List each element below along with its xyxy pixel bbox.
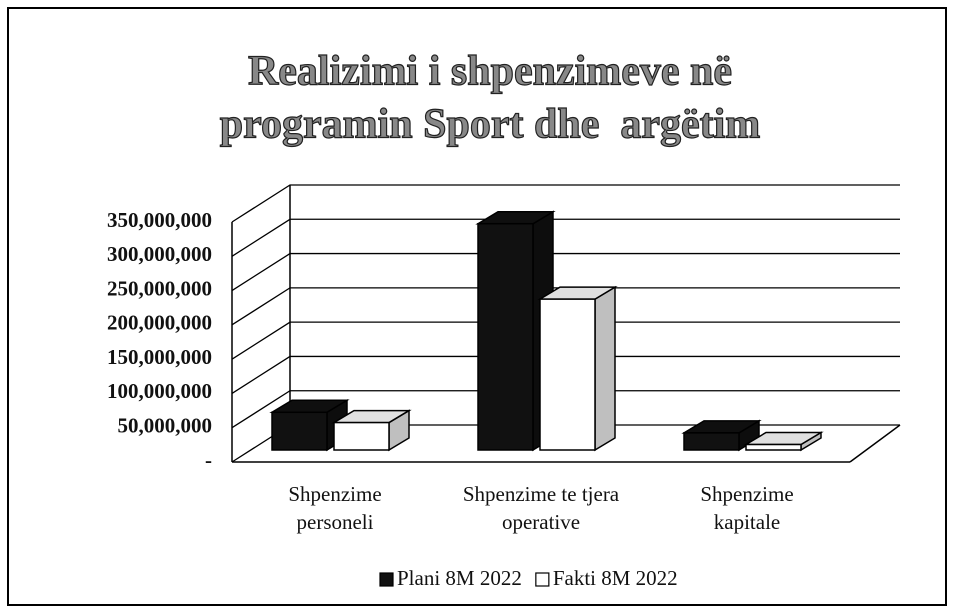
grid-line bbox=[231, 184, 900, 223]
grid-line bbox=[231, 355, 900, 394]
y-tick-label: 300,000,000 bbox=[107, 242, 212, 266]
y-tick-label: 50,000,000 bbox=[118, 414, 213, 438]
x-tick-label: Shpenzime bbox=[288, 482, 381, 506]
bar bbox=[333, 421, 390, 451]
bar bbox=[683, 432, 740, 451]
x-tick-label: operative bbox=[502, 510, 580, 534]
bar bbox=[477, 222, 534, 451]
x-tick-label: Shpenzime bbox=[700, 482, 793, 506]
bar-side bbox=[594, 285, 616, 452]
x-tick-label: Shpenzime te tjera bbox=[463, 482, 620, 506]
chart-title: Realizimi i shpenzimeve në bbox=[248, 49, 732, 95]
y-tick-label: - bbox=[205, 448, 212, 472]
bar bbox=[271, 411, 328, 451]
chart-title: programin Sport dhe argëtim bbox=[220, 102, 761, 148]
y-tick-label: 150,000,000 bbox=[107, 345, 212, 369]
x-tick-label: personeli bbox=[297, 510, 374, 534]
legend-label: Fakti 8M 2022 bbox=[553, 566, 678, 590]
grid-line bbox=[231, 287, 900, 326]
y-tick-label: 100,000,000 bbox=[107, 379, 212, 403]
legend-swatch bbox=[535, 572, 550, 587]
legend-swatch bbox=[379, 572, 394, 587]
bar bbox=[539, 298, 596, 451]
grid-line bbox=[231, 252, 900, 292]
y-tick-label: 200,000,000 bbox=[107, 311, 212, 335]
y-tick-label: 250,000,000 bbox=[107, 276, 212, 300]
y-tick-label: 350,000,000 bbox=[107, 208, 212, 232]
grid-line bbox=[231, 321, 900, 360]
frame bbox=[7, 7, 947, 606]
grid-line bbox=[231, 390, 900, 429]
floor-edge bbox=[849, 424, 901, 463]
legend-label: Plani 8M 2022 bbox=[397, 566, 522, 590]
grid-line bbox=[231, 218, 900, 257]
x-tick-label: kapitale bbox=[714, 510, 780, 534]
bar bbox=[745, 443, 802, 451]
